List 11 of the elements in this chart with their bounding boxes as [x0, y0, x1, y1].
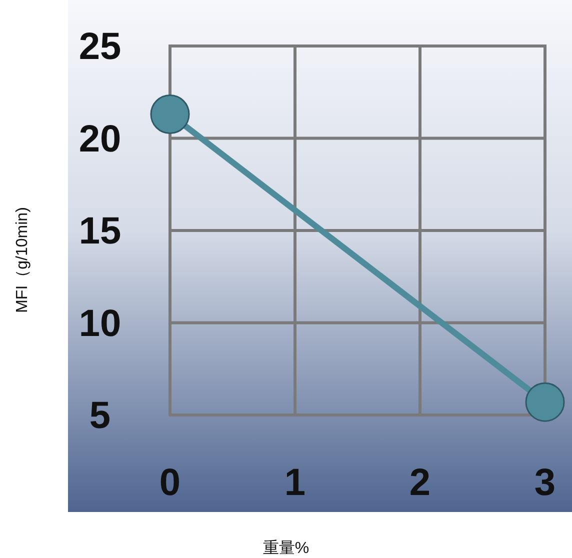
y-tick-label: 25 [78, 26, 122, 68]
x-tick-label: 2 [409, 462, 431, 504]
y-tick-label: 10 [78, 302, 122, 345]
x-axis-title: 重量% [262, 539, 310, 557]
x-tick-label: 0 [159, 462, 181, 504]
y-axis-title: MFI（g/10min) [14, 207, 31, 313]
y-tick-label: 20 [78, 118, 122, 160]
y-tick-label: 5 [89, 395, 111, 437]
x-tick-label: 1 [284, 462, 306, 504]
y-tick-label: 15 [78, 210, 122, 252]
x-tick-label: 3 [534, 462, 556, 504]
